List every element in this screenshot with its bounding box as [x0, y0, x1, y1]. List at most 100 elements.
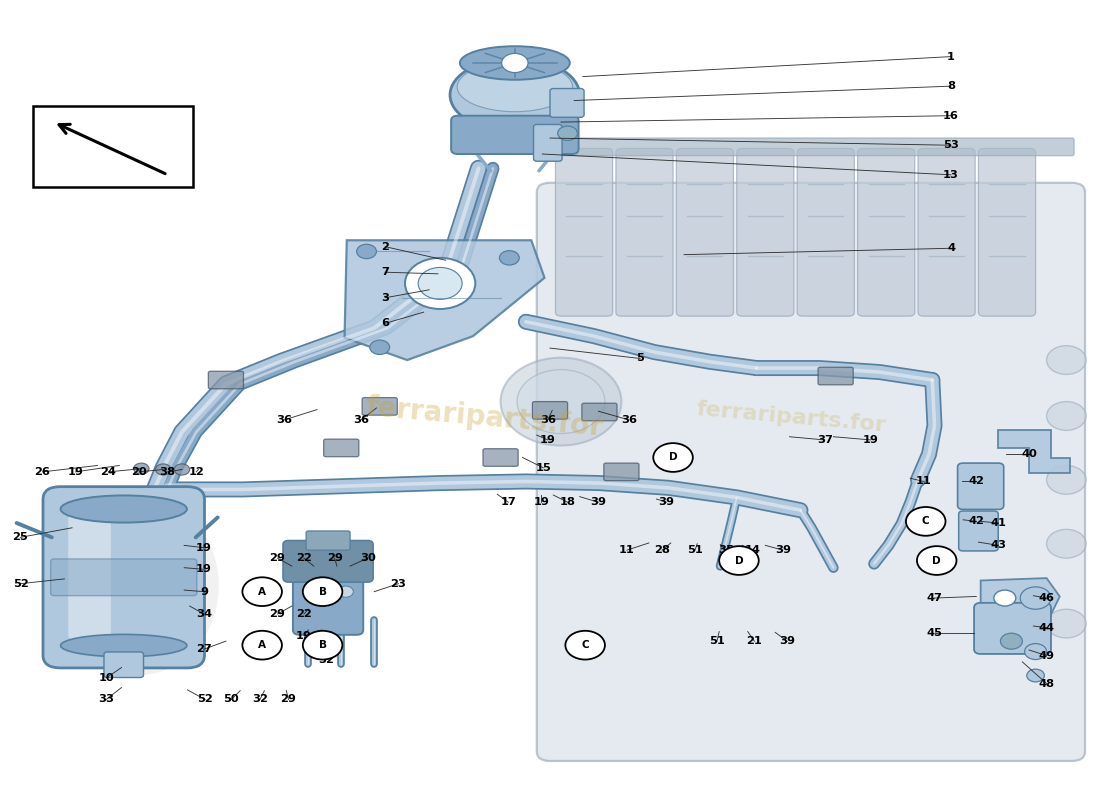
Circle shape — [906, 507, 946, 536]
Text: 35: 35 — [718, 545, 734, 555]
Text: 36: 36 — [621, 415, 637, 425]
Circle shape — [993, 590, 1015, 606]
Ellipse shape — [450, 58, 580, 132]
Text: 36: 36 — [353, 415, 369, 425]
Circle shape — [174, 464, 189, 475]
Text: 39: 39 — [591, 498, 606, 507]
Text: 31: 31 — [318, 630, 333, 641]
FancyBboxPatch shape — [676, 149, 734, 316]
Text: 19: 19 — [196, 564, 212, 574]
FancyBboxPatch shape — [818, 367, 854, 385]
Text: 28: 28 — [654, 545, 670, 555]
Text: 40: 40 — [1021, 450, 1037, 459]
Text: 51: 51 — [710, 636, 725, 646]
Text: B: B — [319, 586, 327, 597]
Text: 45: 45 — [926, 628, 943, 638]
Circle shape — [1020, 587, 1050, 610]
Text: 20: 20 — [131, 467, 147, 477]
Polygon shape — [981, 578, 1059, 624]
Text: 19: 19 — [540, 435, 556, 445]
Text: 52: 52 — [12, 578, 29, 589]
Text: 29: 29 — [280, 694, 297, 705]
Text: 48: 48 — [1038, 678, 1055, 689]
Ellipse shape — [59, 495, 219, 675]
FancyBboxPatch shape — [68, 514, 111, 639]
Text: 19: 19 — [296, 630, 311, 641]
Circle shape — [558, 126, 578, 141]
Circle shape — [405, 258, 475, 309]
Text: D: D — [933, 555, 940, 566]
Circle shape — [1046, 346, 1086, 374]
Circle shape — [500, 358, 621, 446]
Text: 36: 36 — [276, 415, 293, 425]
Circle shape — [302, 578, 342, 606]
Circle shape — [719, 546, 759, 575]
Text: 42: 42 — [968, 477, 984, 486]
Polygon shape — [998, 430, 1069, 474]
Text: 29: 29 — [270, 609, 286, 619]
Text: 52: 52 — [197, 694, 213, 705]
FancyBboxPatch shape — [958, 463, 1003, 510]
Text: 23: 23 — [390, 578, 406, 589]
Text: D: D — [735, 555, 744, 566]
Text: 19: 19 — [67, 467, 84, 477]
FancyBboxPatch shape — [362, 398, 397, 415]
Text: 36: 36 — [540, 415, 556, 425]
Text: 44: 44 — [1038, 622, 1055, 633]
FancyBboxPatch shape — [306, 531, 350, 550]
Text: 13: 13 — [943, 170, 959, 180]
Text: 18: 18 — [560, 498, 575, 507]
Circle shape — [565, 630, 605, 659]
Text: 2: 2 — [382, 242, 389, 252]
FancyBboxPatch shape — [604, 463, 639, 481]
FancyBboxPatch shape — [104, 652, 143, 678]
FancyBboxPatch shape — [534, 125, 562, 162]
Text: 9: 9 — [200, 586, 208, 597]
Text: 50: 50 — [223, 694, 240, 705]
Circle shape — [502, 54, 528, 73]
Text: 3: 3 — [382, 293, 389, 302]
Text: 29: 29 — [327, 553, 342, 563]
FancyBboxPatch shape — [737, 149, 794, 316]
Polygon shape — [344, 240, 544, 360]
Text: 12: 12 — [188, 467, 205, 477]
Circle shape — [917, 546, 957, 575]
Text: 32: 32 — [318, 654, 333, 665]
FancyBboxPatch shape — [208, 371, 243, 389]
Text: 51: 51 — [688, 545, 703, 555]
Text: 1: 1 — [947, 51, 955, 62]
Circle shape — [418, 267, 462, 299]
FancyBboxPatch shape — [293, 571, 363, 634]
FancyBboxPatch shape — [616, 149, 673, 316]
Text: D: D — [669, 453, 678, 462]
FancyBboxPatch shape — [283, 541, 373, 582]
Text: 47: 47 — [926, 593, 943, 603]
Text: B: B — [319, 640, 327, 650]
FancyBboxPatch shape — [550, 89, 584, 118]
Text: 19: 19 — [534, 498, 549, 507]
Circle shape — [1026, 669, 1044, 682]
Text: 14: 14 — [745, 545, 760, 555]
Text: 26: 26 — [34, 467, 51, 477]
Text: 42: 42 — [968, 516, 984, 526]
Text: 24: 24 — [100, 467, 117, 477]
Ellipse shape — [460, 46, 570, 80]
Circle shape — [302, 630, 342, 659]
Text: 25: 25 — [12, 532, 29, 542]
Circle shape — [653, 443, 693, 472]
Text: 15: 15 — [536, 463, 551, 473]
Text: 7: 7 — [382, 267, 389, 278]
Text: 8: 8 — [947, 81, 955, 91]
Text: 19: 19 — [196, 542, 212, 553]
Text: 11: 11 — [619, 545, 635, 555]
Text: 17: 17 — [500, 498, 516, 507]
FancyBboxPatch shape — [798, 149, 855, 316]
Text: 46: 46 — [1038, 593, 1055, 603]
Circle shape — [242, 578, 282, 606]
Text: 39: 39 — [779, 636, 795, 646]
FancyBboxPatch shape — [582, 403, 617, 421]
Circle shape — [320, 586, 336, 598]
FancyBboxPatch shape — [918, 149, 976, 316]
FancyBboxPatch shape — [323, 439, 359, 457]
Text: 27: 27 — [196, 644, 212, 654]
